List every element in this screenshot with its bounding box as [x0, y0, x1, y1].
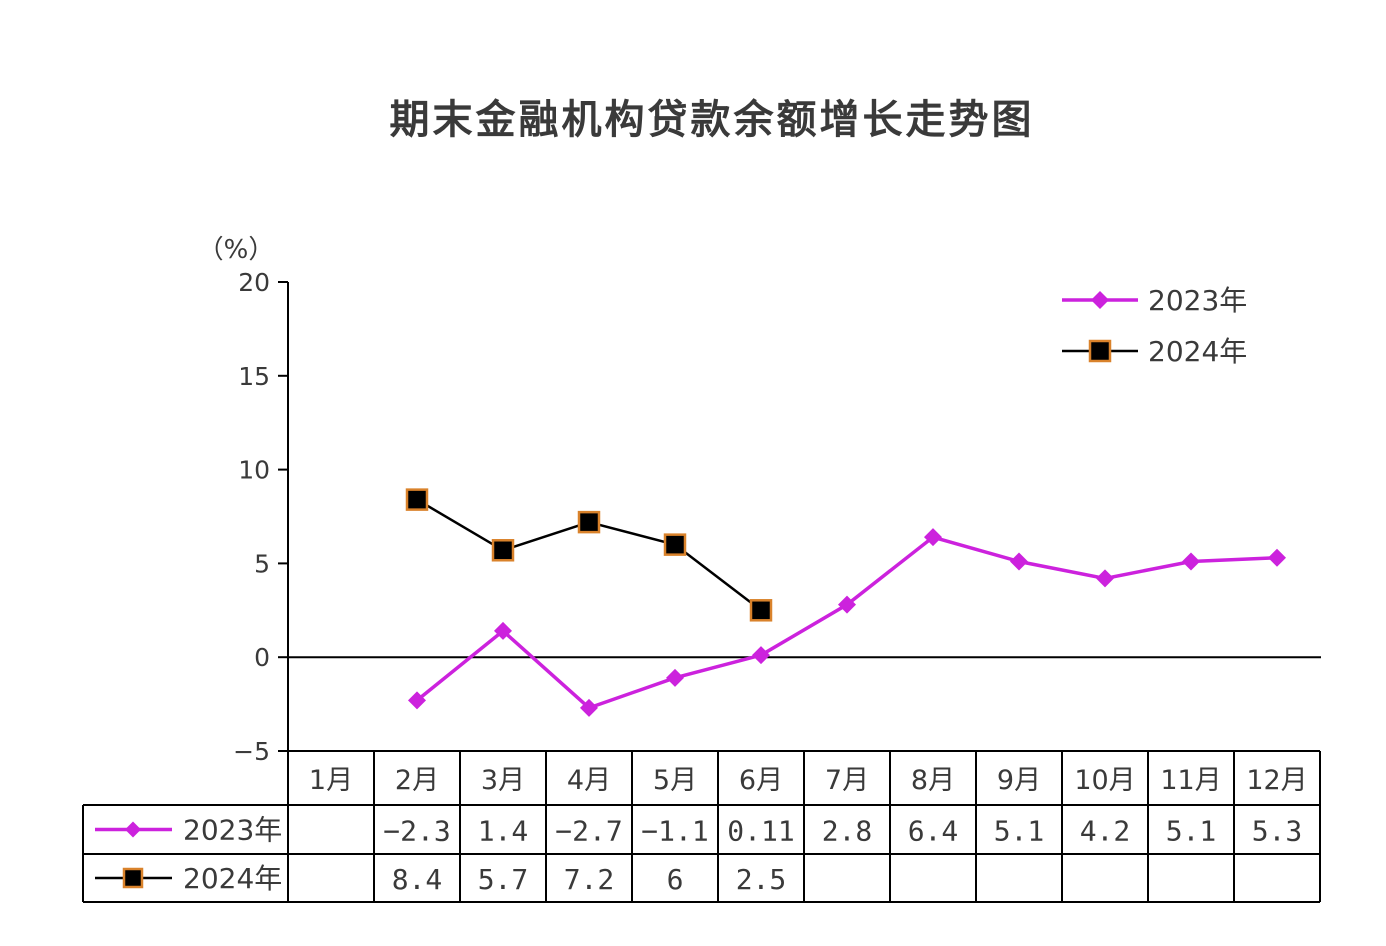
data-label: −1.1: [641, 815, 708, 848]
data-label: 2.5: [736, 863, 787, 896]
data-label: 5.1: [1166, 815, 1217, 848]
series-2023-point: [666, 668, 684, 687]
series-2023-point: [1010, 552, 1028, 571]
data-label: 5.7: [478, 863, 529, 896]
legend-2024-label: 2024年: [1148, 335, 1247, 368]
x-category-label: 1月: [309, 765, 353, 796]
legend-2024-marker: [1088, 339, 1112, 363]
series-2024-point: [749, 599, 773, 622]
series-2023-point: [1182, 552, 1200, 571]
x-category-label: 8月: [911, 765, 955, 796]
y-tick-label: 5: [254, 549, 270, 578]
data-label: 0.11: [727, 815, 794, 848]
series-2023-line: [415, 535, 1278, 710]
x-category-label: 9月: [997, 765, 1041, 796]
x-category-label: 4月: [567, 765, 611, 796]
y-tick-label: −5: [233, 737, 270, 766]
table-row-2023-name: 2023年: [183, 814, 282, 847]
data-label: 5.3: [1252, 815, 1303, 848]
data-label: 6: [667, 863, 684, 896]
x-category-label: 6月: [739, 765, 783, 796]
series-2023-point: [838, 595, 856, 614]
x-category-label: 2月: [395, 765, 439, 796]
series-2023-point: [1096, 569, 1114, 588]
x-category-label: 12月: [1246, 765, 1307, 796]
y-axis-unit-label: （%）: [198, 235, 275, 265]
series-2023-point: [408, 691, 426, 710]
x-category-label: 10月: [1074, 765, 1135, 796]
data-label: 5.1: [994, 815, 1045, 848]
axes: 20 15 10 5 0 −5: [233, 268, 1321, 766]
table-row-2024-key-marker: [122, 867, 144, 889]
series-2024: [405, 488, 773, 622]
x-category-label: 3月: [481, 765, 525, 796]
y-tick-label: 0: [254, 643, 270, 672]
plot-area: [405, 488, 1286, 717]
data-label: 8.4: [392, 863, 443, 896]
legend: 2023年 2024年: [1062, 284, 1247, 368]
series-2024-point: [491, 539, 515, 562]
series-2024-point: [663, 533, 687, 556]
legend-2023-label: 2023年: [1148, 284, 1247, 317]
data-label: −2.7: [555, 815, 622, 848]
data-label: 7.2: [564, 863, 615, 896]
data-label: 2.8: [822, 815, 873, 848]
x-category-label: 5月: [653, 765, 697, 796]
table-row-2023-key-marker: [125, 821, 141, 838]
series-2023-point: [752, 646, 770, 665]
chart-title: 期末金融机构贷款余额增长走势图: [390, 97, 1035, 143]
legend-2023-marker: [1091, 291, 1109, 309]
y-tick-label: 10: [238, 456, 270, 485]
series-2023-point: [1268, 548, 1286, 567]
table-row-2023: 2023年 −2.3 1.4 −2.7 −1.1 0.11 2.8 6.4 5.1 4.2 5.1 5…: [95, 814, 1302, 848]
series-2024-point: [405, 488, 429, 511]
table-row-2024-name: 2024年: [183, 862, 282, 895]
x-category-label: 11月: [1160, 765, 1221, 796]
data-label: −2.3: [383, 815, 450, 848]
series-2024-point: [577, 510, 601, 534]
series-2023-point: [580, 698, 598, 717]
series-2023-point: [494, 621, 512, 640]
y-tick-label: 15: [238, 362, 270, 391]
series-2023-point: [924, 528, 942, 547]
data-label: 1.4: [478, 815, 529, 848]
series-2023: [408, 528, 1286, 717]
data-label: 4.2: [1080, 815, 1131, 848]
data-label: 6.4: [908, 815, 959, 848]
y-tick-label: 20: [238, 268, 270, 297]
table-row-2024: 2024年 8.4 5.7 7.2 6 2.5: [95, 862, 786, 896]
x-category-label: 7月: [825, 765, 869, 796]
